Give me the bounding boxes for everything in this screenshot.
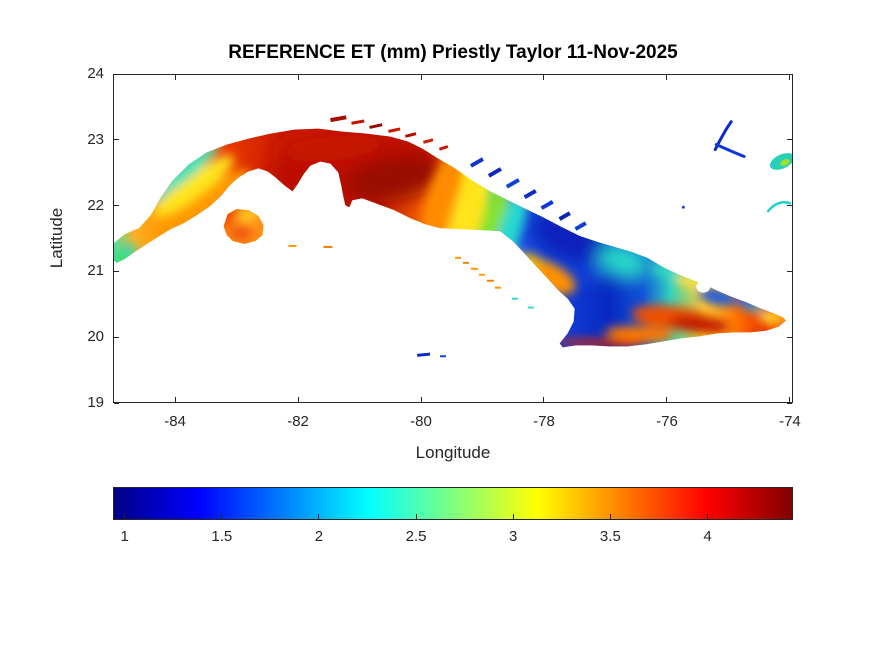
y-axis-tick — [114, 139, 119, 141]
x-axis-tick — [174, 75, 176, 80]
y-axis-tick — [114, 336, 119, 338]
figure-title: REFERENCE ET (mm) Priestly Taylor 11-Nov… — [228, 42, 678, 63]
y-axis-label: Latitude — [47, 207, 66, 269]
colorbar-tick — [124, 514, 126, 519]
y-tick-label: 24 — [87, 65, 104, 82]
colorbar-tick — [318, 514, 320, 519]
x-axis-tick — [297, 75, 299, 80]
cuba-et-map — [114, 115, 792, 358]
x-axis-tick — [297, 397, 299, 402]
colorbar-tick — [707, 514, 708, 519]
colorbar — [113, 487, 793, 520]
colorbar-tick-label: 4 — [703, 528, 712, 545]
y-axis-tick — [787, 402, 792, 404]
colorbar-tick-label: 1.5 — [211, 528, 233, 545]
y-axis-tick — [787, 139, 792, 141]
y-axis-tick — [787, 336, 792, 338]
colorbar-tick — [512, 514, 514, 519]
x-tick-label: -84 — [164, 413, 186, 430]
bay-overlay — [696, 280, 711, 293]
x-axis-tick — [420, 397, 422, 402]
x-tick-label: -80 — [410, 413, 432, 430]
colorbar-tick-label: 3.5 — [599, 528, 621, 545]
bahamas-islets — [681, 120, 792, 213]
y-axis-tick — [787, 205, 792, 207]
x-tick-label: -74 — [779, 413, 801, 430]
map-axes — [113, 74, 793, 403]
y-tick-label: 23 — [87, 130, 104, 148]
x-axis-tick — [789, 397, 791, 402]
y-axis-tick — [114, 270, 119, 272]
x-tick-label: -78 — [533, 413, 555, 430]
y-tick-label: 21 — [87, 262, 104, 280]
x-axis-tick — [543, 397, 545, 402]
colorbar-tick-label: 2 — [314, 528, 324, 545]
colorbar-tick — [221, 514, 223, 519]
x-axis-tick — [789, 75, 791, 80]
x-axis-tick — [543, 75, 545, 80]
x-axis-tick — [420, 75, 422, 80]
cuba-island-shape — [114, 128, 787, 348]
x-tick-label: -76 — [656, 413, 678, 430]
y-tick-label: 22 — [87, 196, 104, 214]
x-axis-label: Longitude — [415, 443, 491, 462]
y-axis-tick — [787, 73, 792, 75]
colorbar-tick — [415, 514, 417, 519]
colorbar-tick-label: 3 — [509, 528, 518, 545]
y-axis-tick — [114, 73, 119, 75]
y-tick-label: 20 — [87, 328, 104, 346]
et-color-field — [114, 128, 784, 348]
x-axis-tick — [666, 397, 668, 402]
colorbar-tick-label: 2.5 — [405, 528, 427, 545]
colorbar-gradient — [114, 488, 792, 519]
y-axis-tick — [787, 270, 792, 272]
y-tick-label: 19 — [87, 394, 104, 411]
colorbar-tick-label: 1 — [120, 528, 129, 545]
y-axis-tick — [114, 205, 119, 207]
x-tick-label: -82 — [287, 413, 309, 430]
x-axis-tick — [666, 75, 668, 80]
colorbar-tick — [609, 514, 611, 519]
y-axis-tick — [114, 402, 119, 404]
northern-cays — [288, 115, 587, 309]
cayman-islets — [417, 352, 447, 358]
x-axis-tick — [174, 397, 176, 402]
